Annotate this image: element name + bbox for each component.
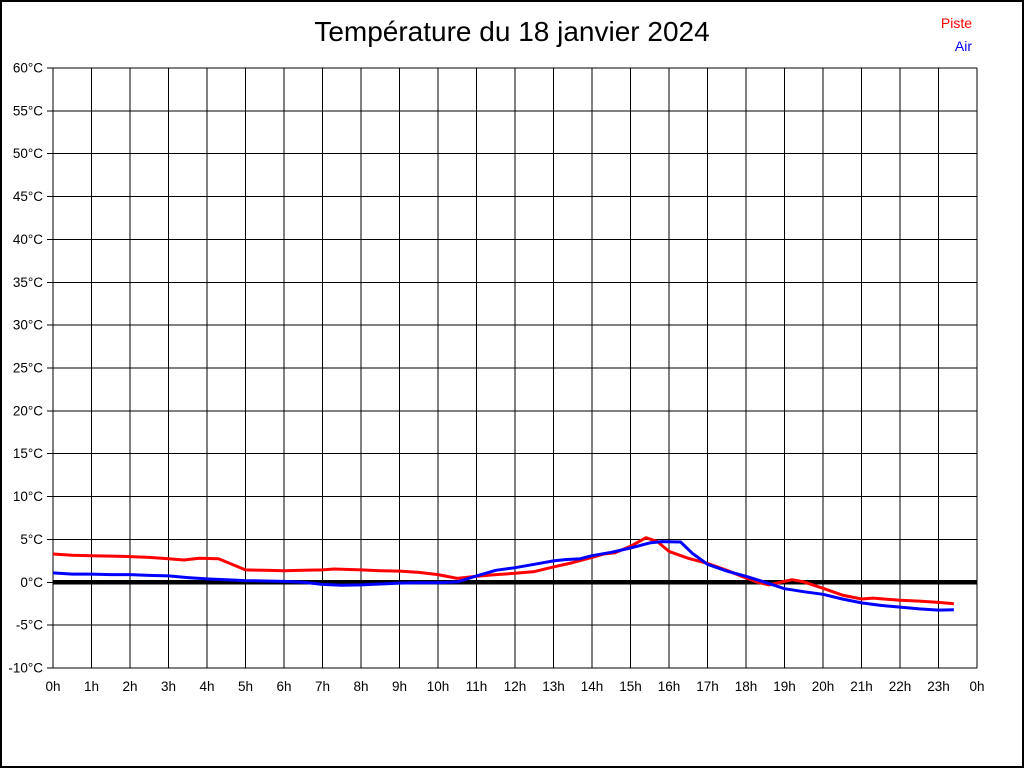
x-tick-label: 0h [45,679,60,694]
y-tick-label: 15°C [13,446,43,461]
x-tick-label: 6h [276,679,291,694]
chart-title: Température du 18 janvier 2024 [314,16,710,47]
x-tick-label: 0h [969,679,984,694]
y-tick-label: 25°C [13,361,43,376]
x-tick-label: 14h [581,679,604,694]
x-tick-label: 21h [850,679,873,694]
x-tick-label: 22h [889,679,912,694]
y-tick-label: 30°C [13,318,43,333]
y-tick-label: 45°C [13,189,43,204]
x-tick-label: 3h [161,679,176,694]
x-tick-label: 11h [466,679,488,694]
x-tick-label: 5h [238,679,253,694]
x-tick-label: 13h [542,679,565,694]
x-tick-label: 9h [392,679,407,694]
y-tick-label: 40°C [13,232,43,247]
y-tick-label: 5°C [20,532,43,547]
x-tick-label: 15h [619,679,642,694]
x-tick-label: 19h [773,679,796,694]
y-tick-label: 10°C [13,489,43,504]
y-tick-label: 55°C [13,103,43,118]
x-tick-label: 17h [696,679,719,694]
y-tick-label: 20°C [13,403,43,418]
x-tick-label: 12h [504,679,527,694]
series-line-piste [52,536,955,606]
y-tick-label: 35°C [13,275,43,290]
x-tick-label: 7h [315,679,330,694]
x-tick-label: 23h [927,679,950,694]
legend-item-air: Air [954,38,972,54]
x-tick-label: 16h [658,679,681,694]
y-tick-label: 50°C [13,146,43,161]
x-tick-label: 8h [353,679,368,694]
legend-item-piste: Piste [940,15,972,31]
x-tick-label: 2h [122,679,137,694]
x-tick-label: 18h [735,679,758,694]
y-tick-label: -10°C [8,661,43,676]
y-tick-label: 0°C [20,575,43,590]
x-tick-label: 1h [84,679,99,694]
x-tick-label: 10h [427,679,450,694]
chart-legend: Piste Air [941,12,972,58]
x-tick-label: 20h [812,679,835,694]
series-line-air [52,540,954,612]
x-tick-label: 4h [199,679,214,694]
y-tick-label: 60°C [13,61,43,76]
y-tick-label: -5°C [16,618,43,633]
